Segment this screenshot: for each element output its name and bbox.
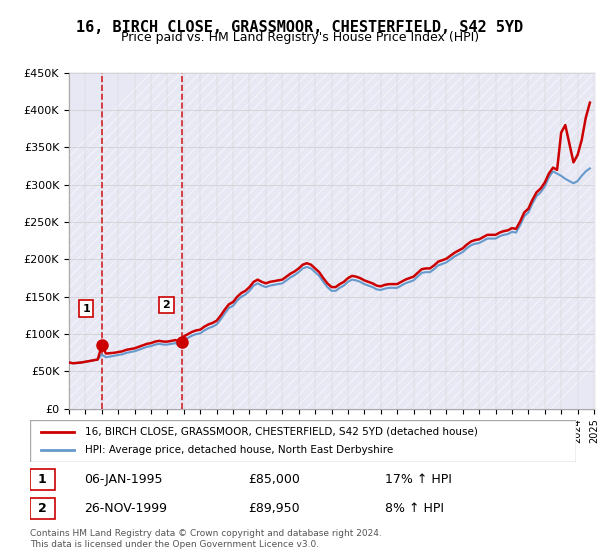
Text: 1: 1 — [38, 473, 47, 486]
FancyBboxPatch shape — [30, 498, 55, 520]
Text: 17% ↑ HPI: 17% ↑ HPI — [385, 473, 452, 486]
Text: 06-JAN-1995: 06-JAN-1995 — [85, 473, 163, 486]
Text: £85,000: £85,000 — [248, 473, 300, 486]
Text: 26-NOV-1999: 26-NOV-1999 — [85, 502, 167, 515]
FancyBboxPatch shape — [30, 469, 55, 490]
Text: Price paid vs. HM Land Registry's House Price Index (HPI): Price paid vs. HM Land Registry's House … — [121, 31, 479, 44]
Text: 16, BIRCH CLOSE, GRASSMOOR, CHESTERFIELD, S42 5YD (detached house): 16, BIRCH CLOSE, GRASSMOOR, CHESTERFIELD… — [85, 427, 478, 437]
Text: Contains HM Land Registry data © Crown copyright and database right 2024.
This d: Contains HM Land Registry data © Crown c… — [30, 529, 382, 549]
FancyBboxPatch shape — [30, 420, 576, 462]
Text: 8% ↑ HPI: 8% ↑ HPI — [385, 502, 444, 515]
Text: 2: 2 — [163, 300, 170, 310]
Text: 16, BIRCH CLOSE, GRASSMOOR, CHESTERFIELD, S42 5YD: 16, BIRCH CLOSE, GRASSMOOR, CHESTERFIELD… — [76, 20, 524, 35]
Text: £89,950: £89,950 — [248, 502, 300, 515]
Text: HPI: Average price, detached house, North East Derbyshire: HPI: Average price, detached house, Nort… — [85, 445, 393, 455]
Text: 2: 2 — [38, 502, 47, 515]
Text: 1: 1 — [82, 304, 90, 314]
